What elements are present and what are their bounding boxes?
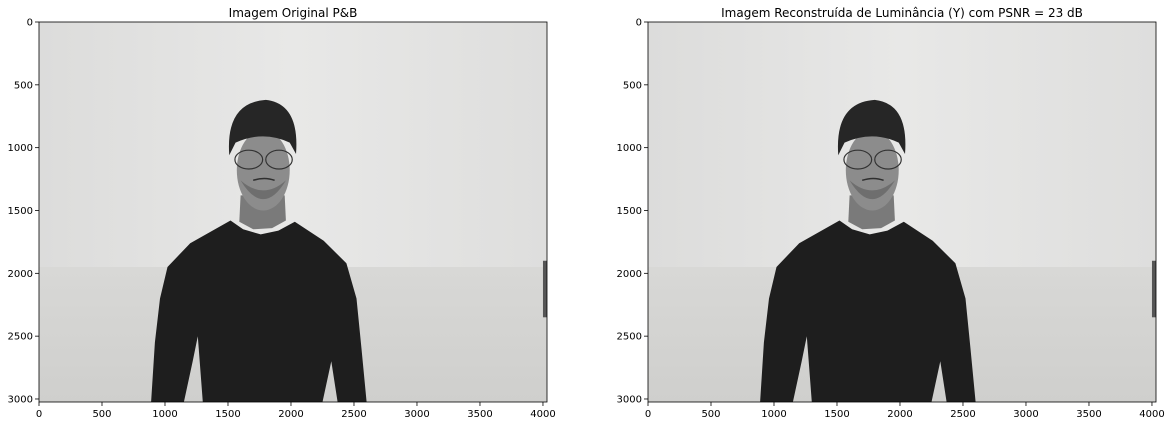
x-tick-label: 2500 bbox=[341, 409, 366, 420]
x-tick-label: 4000 bbox=[530, 409, 555, 420]
mustache bbox=[861, 177, 884, 182]
x-tick-label: 0 bbox=[645, 409, 651, 420]
axes-frame bbox=[647, 21, 1157, 403]
axes-frame bbox=[38, 21, 548, 403]
subplot-title: Imagem Original P&B bbox=[229, 6, 358, 20]
x-tick-label: 3500 bbox=[467, 409, 492, 420]
x-tick-label: 3000 bbox=[1013, 409, 1038, 420]
y-tick-label: 1500 bbox=[8, 206, 33, 217]
mustache bbox=[252, 177, 275, 182]
hair bbox=[837, 99, 906, 156]
x-tick-label: 1000 bbox=[761, 409, 786, 420]
subplot-1: Imagem Original P&B 0 500 1000 1500 2000 2500 3… bbox=[8, 6, 556, 420]
sweater bbox=[151, 220, 367, 402]
subplot-2: Imagem Reconstruída de Luminância (Y) co… bbox=[617, 6, 1165, 420]
y-tick-label: 500 bbox=[14, 80, 33, 91]
x-tick-label: 0 bbox=[36, 409, 42, 420]
y-tick-label: 2500 bbox=[8, 332, 33, 343]
x-tick-label: 3500 bbox=[1076, 409, 1101, 420]
y-tick-label: 1000 bbox=[8, 143, 33, 154]
glasses-left bbox=[843, 149, 873, 170]
x-tick-label: 2000 bbox=[887, 409, 912, 420]
x-tick-label: 1500 bbox=[824, 409, 849, 420]
x-tick-label: 2000 bbox=[278, 409, 303, 420]
photo-image bbox=[648, 22, 1156, 402]
x-tick-label: 2500 bbox=[950, 409, 975, 420]
y-tick-label: 3000 bbox=[617, 394, 642, 405]
glasses-right bbox=[874, 149, 902, 170]
edge-strip bbox=[542, 260, 547, 318]
sweater bbox=[760, 220, 976, 402]
x-tick-label: 1500 bbox=[215, 409, 240, 420]
edge-strip bbox=[1151, 260, 1156, 318]
glasses-left bbox=[234, 149, 264, 170]
y-tick-label: 3000 bbox=[8, 394, 33, 405]
beard bbox=[849, 180, 895, 200]
beard bbox=[240, 180, 286, 200]
subplot-title: Imagem Reconstruída de Luminância (Y) co… bbox=[721, 6, 1083, 20]
x-tick-label: 500 bbox=[92, 409, 111, 420]
y-tick-label: 1000 bbox=[617, 143, 642, 154]
y-tick-label: 2500 bbox=[617, 332, 642, 343]
x-tick-label: 4000 bbox=[1139, 409, 1164, 420]
y-tick-label: 2000 bbox=[8, 269, 33, 280]
y-tick-label: 0 bbox=[27, 18, 33, 29]
y-tick-label: 500 bbox=[623, 80, 642, 91]
hair bbox=[228, 99, 297, 156]
glasses-right bbox=[265, 149, 293, 170]
y-tick-label: 0 bbox=[636, 18, 642, 29]
x-tick-label: 3000 bbox=[404, 409, 429, 420]
x-tick-label: 1000 bbox=[152, 409, 177, 420]
y-tick-label: 2000 bbox=[617, 269, 642, 280]
x-tick-label: 500 bbox=[701, 409, 720, 420]
photo-image bbox=[39, 22, 547, 402]
y-tick-label: 1500 bbox=[617, 206, 642, 217]
